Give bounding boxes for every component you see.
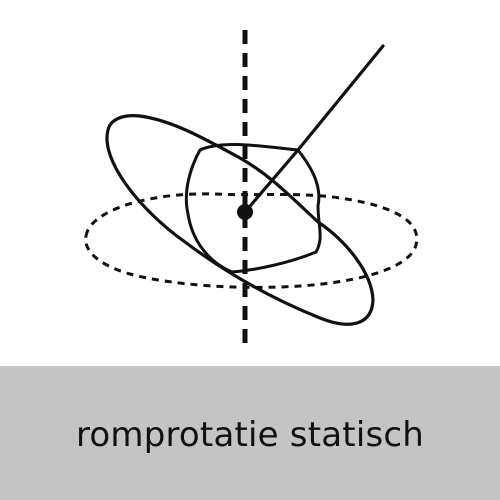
trunk-rotation-diagram-icon	[84, 30, 419, 345]
dashed-reference-ellipse	[84, 192, 419, 289]
rotation-pointer-line	[243, 44, 385, 214]
trunk-rotation-figure	[84, 30, 419, 345]
caption-label: romprotatie statisch	[75, 415, 425, 455]
caption-bar: romprotatie statisch	[0, 366, 500, 500]
tilted-rotation-ellipse	[105, 114, 375, 326]
trunk-cross-section-outline	[184, 143, 322, 274]
